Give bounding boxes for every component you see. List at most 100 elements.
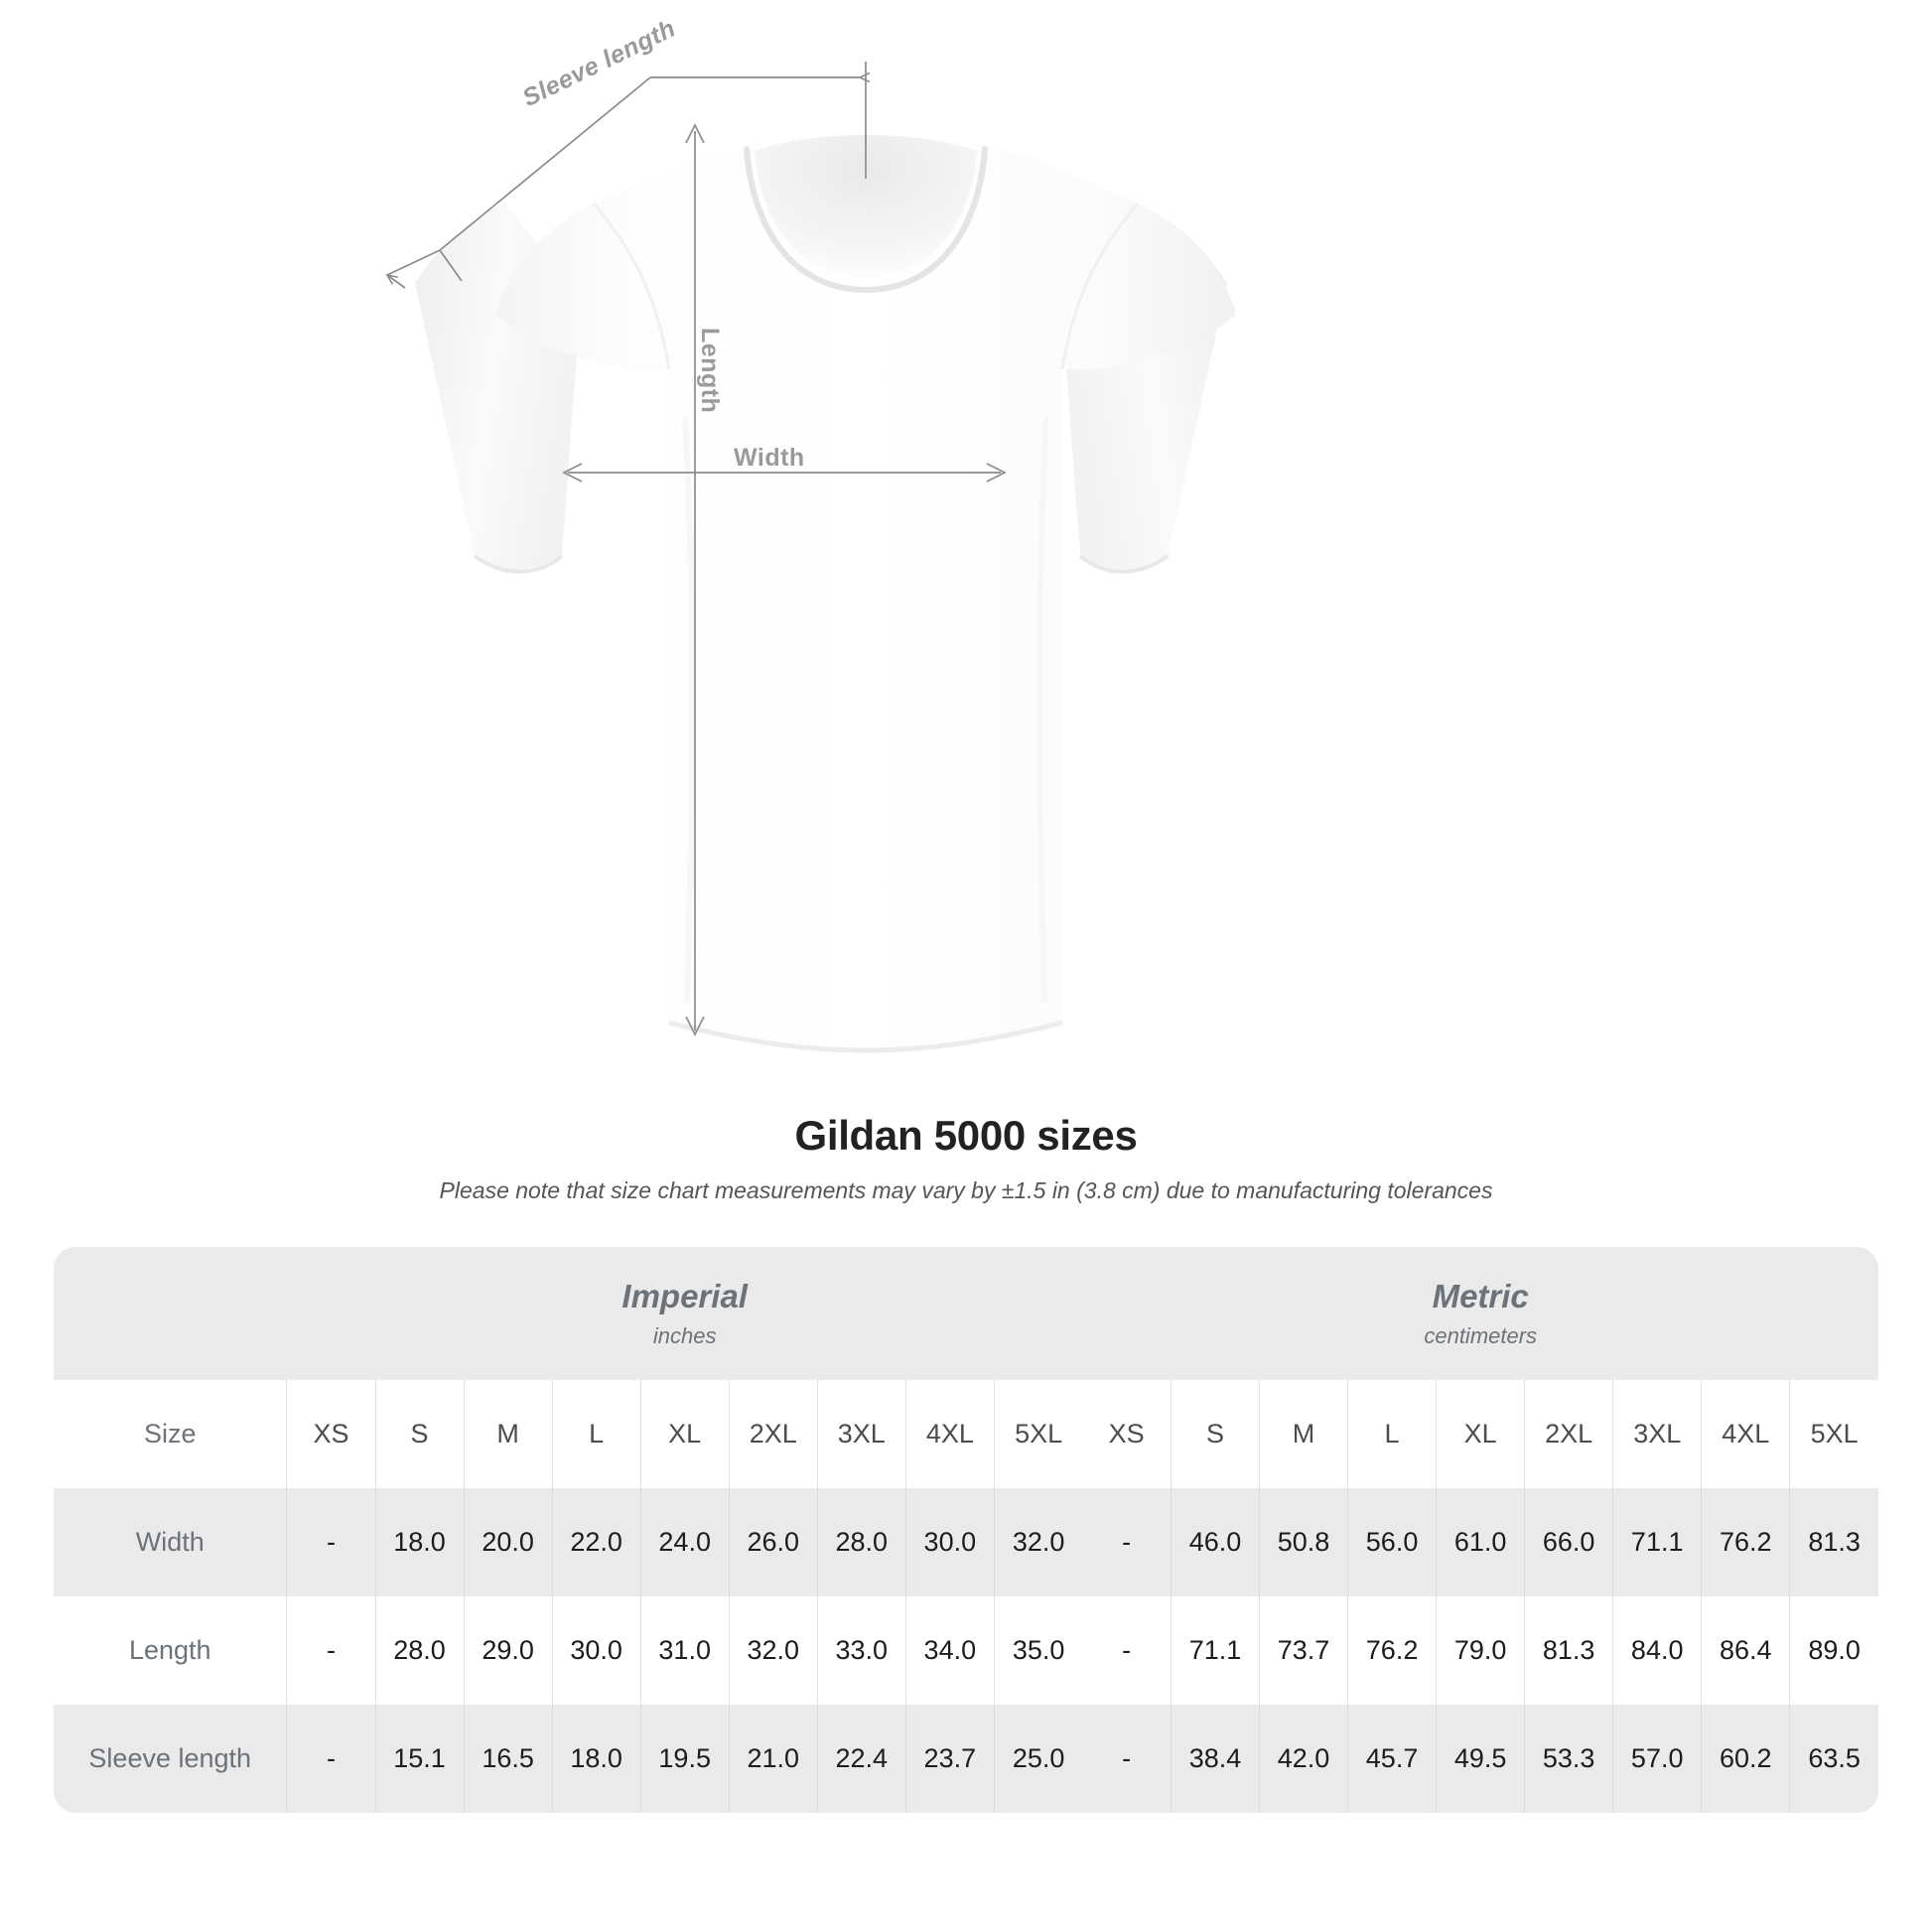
cell-width-metric-5xl: 81.3 (1789, 1488, 1878, 1596)
cell-length-metric-3xl: 84.0 (1612, 1596, 1702, 1705)
cell-length-metric-2xl: 81.3 (1524, 1596, 1613, 1705)
cell-width-imperial-xs: - (286, 1488, 376, 1596)
size-header-imperial-s: S (374, 1380, 465, 1488)
size-header-imperial-5xl: 5XL (993, 1380, 1083, 1488)
size-header-metric-xs: XS (1082, 1380, 1172, 1488)
cell-length-imperial-3xl: 33.0 (816, 1596, 906, 1705)
cell-length-imperial-xl: 31.0 (639, 1596, 730, 1705)
sleeve-length-dimension (385, 62, 871, 289)
cell-sleeve-imperial-xl: 19.5 (639, 1705, 730, 1813)
cell-length-metric-s: 71.1 (1170, 1596, 1260, 1705)
page-title: Gildan 5000 sizes (794, 1112, 1138, 1159)
cell-sleeve-imperial-4xl: 23.7 (904, 1705, 995, 1813)
tshirt-illustration (385, 62, 1235, 1053)
cell-width-imperial-5xl: 32.0 (993, 1488, 1083, 1596)
cell-width-metric-m: 50.8 (1258, 1488, 1348, 1596)
width-dimension (562, 463, 1007, 483)
cell-length-metric-l: 76.2 (1347, 1596, 1437, 1705)
cell-length-metric-m: 73.7 (1258, 1596, 1348, 1705)
cell-length-imperial-4xl: 34.0 (904, 1596, 995, 1705)
cell-width-imperial-3xl: 28.0 (816, 1488, 906, 1596)
cell-width-imperial-l: 22.0 (551, 1488, 641, 1596)
cell-width-metric-xs: - (1082, 1488, 1172, 1596)
size-header-imperial-l: L (551, 1380, 641, 1488)
table-row: Width - 18.0 20.0 22.0 24.0 26.0 28.0 30… (54, 1488, 1878, 1596)
units-spacer-cell (54, 1247, 287, 1380)
tolerance-note: Please note that size chart measurements… (439, 1177, 1493, 1203)
cell-width-metric-xl: 61.0 (1436, 1488, 1525, 1596)
size-header-metric-s: S (1170, 1380, 1260, 1488)
row-label-sleeve-length: Sleeve length (54, 1705, 287, 1813)
cell-sleeve-imperial-m: 16.5 (463, 1705, 553, 1813)
cell-width-metric-l: 56.0 (1347, 1488, 1437, 1596)
units-header-row: Imperial inches Metric centimeters (54, 1247, 1878, 1380)
length-label: Length (696, 328, 724, 414)
unit-sub-metric: centimeters (1424, 1322, 1538, 1348)
size-header-metric-5xl: 5XL (1789, 1380, 1878, 1488)
cell-sleeve-imperial-5xl: 25.0 (993, 1705, 1083, 1813)
cell-width-imperial-xl: 24.0 (639, 1488, 730, 1596)
size-header-imperial-xs: XS (286, 1380, 376, 1488)
cell-width-imperial-2xl: 26.0 (728, 1488, 818, 1596)
size-header-metric-l: L (1347, 1380, 1437, 1488)
tshirt-diagram: Sleeve length Length Width (385, 14, 1235, 1053)
size-header-metric-m: M (1258, 1380, 1348, 1488)
cell-sleeve-imperial-l: 18.0 (551, 1705, 641, 1813)
cell-length-imperial-s: 28.0 (374, 1596, 465, 1705)
table-row: Sleeve length - 15.1 16.5 18.0 19.5 21.0… (54, 1705, 1878, 1813)
cell-sleeve-imperial-3xl: 22.4 (816, 1705, 906, 1813)
cell-width-metric-s: 46.0 (1170, 1488, 1260, 1596)
cell-length-imperial-l: 30.0 (551, 1596, 641, 1705)
cell-width-imperial-s: 18.0 (374, 1488, 465, 1596)
row-header-size: Size (54, 1380, 287, 1488)
cell-width-imperial-m: 20.0 (463, 1488, 553, 1596)
size-header-imperial-4xl: 4XL (904, 1380, 995, 1488)
cell-sleeve-metric-2xl: 53.3 (1524, 1705, 1613, 1813)
cell-length-imperial-2xl: 32.0 (728, 1596, 818, 1705)
cell-width-metric-2xl: 66.0 (1524, 1488, 1613, 1596)
length-dimension (685, 123, 705, 1036)
cell-sleeve-metric-m: 42.0 (1258, 1705, 1348, 1813)
cell-sleeve-metric-xl: 49.5 (1436, 1705, 1525, 1813)
unit-cell-imperial: Imperial inches (286, 1247, 1083, 1380)
table-row: Length - 28.0 29.0 30.0 31.0 32.0 33.0 3… (54, 1596, 1878, 1705)
cell-length-imperial-xs: - (286, 1596, 376, 1705)
shirt-shape (415, 135, 1235, 1053)
size-header-imperial-m: M (463, 1380, 553, 1488)
cell-length-imperial-m: 29.0 (463, 1596, 553, 1705)
size-chart-table: Imperial inches Metric centimeters Size … (54, 1247, 1878, 1813)
size-header-metric-3xl: 3XL (1612, 1380, 1702, 1488)
cell-length-metric-xl: 79.0 (1436, 1596, 1525, 1705)
cell-sleeve-imperial-2xl: 21.0 (728, 1705, 818, 1813)
cell-length-metric-5xl: 89.0 (1789, 1596, 1878, 1705)
chart-heading-block: Gildan 5000 sizes Please note that size … (0, 1112, 1932, 1204)
size-header-imperial-3xl: 3XL (816, 1380, 906, 1488)
unit-cell-metric: Metric centimeters (1082, 1247, 1878, 1380)
cell-length-imperial-5xl: 35.0 (993, 1596, 1083, 1705)
cell-length-metric-xs: - (1082, 1596, 1172, 1705)
cell-sleeve-metric-5xl: 63.5 (1789, 1705, 1878, 1813)
width-label: Width (734, 444, 805, 472)
cell-sleeve-metric-3xl: 57.0 (1612, 1705, 1702, 1813)
size-header-row: Size XS S M L XL 2XL 3XL 4XL 5XL XS S M … (54, 1380, 1878, 1488)
cell-width-imperial-4xl: 30.0 (904, 1488, 995, 1596)
row-label-length: Length (54, 1596, 287, 1705)
size-header-imperial-2xl: 2XL (728, 1380, 818, 1488)
unit-sub-imperial: inches (652, 1322, 717, 1348)
cell-width-metric-4xl: 76.2 (1701, 1488, 1790, 1596)
cell-sleeve-metric-xs: - (1082, 1705, 1172, 1813)
size-header-metric-4xl: 4XL (1701, 1380, 1790, 1488)
unit-name-metric: Metric (1432, 1278, 1529, 1315)
cell-sleeve-metric-l: 45.7 (1347, 1705, 1437, 1813)
size-header-metric-xl: XL (1436, 1380, 1525, 1488)
cell-sleeve-metric-4xl: 60.2 (1701, 1705, 1790, 1813)
cell-width-metric-3xl: 71.1 (1612, 1488, 1702, 1596)
cell-sleeve-metric-s: 38.4 (1170, 1705, 1260, 1813)
cell-sleeve-imperial-s: 15.1 (374, 1705, 465, 1813)
size-chart-table-wrapper: Imperial inches Metric centimeters Size … (54, 1247, 1878, 1813)
size-header-metric-2xl: 2XL (1524, 1380, 1613, 1488)
cell-length-metric-4xl: 86.4 (1701, 1596, 1790, 1705)
unit-name-imperial: Imperial (621, 1278, 748, 1315)
size-header-imperial-xl: XL (639, 1380, 730, 1488)
cell-sleeve-imperial-xs: - (286, 1705, 376, 1813)
